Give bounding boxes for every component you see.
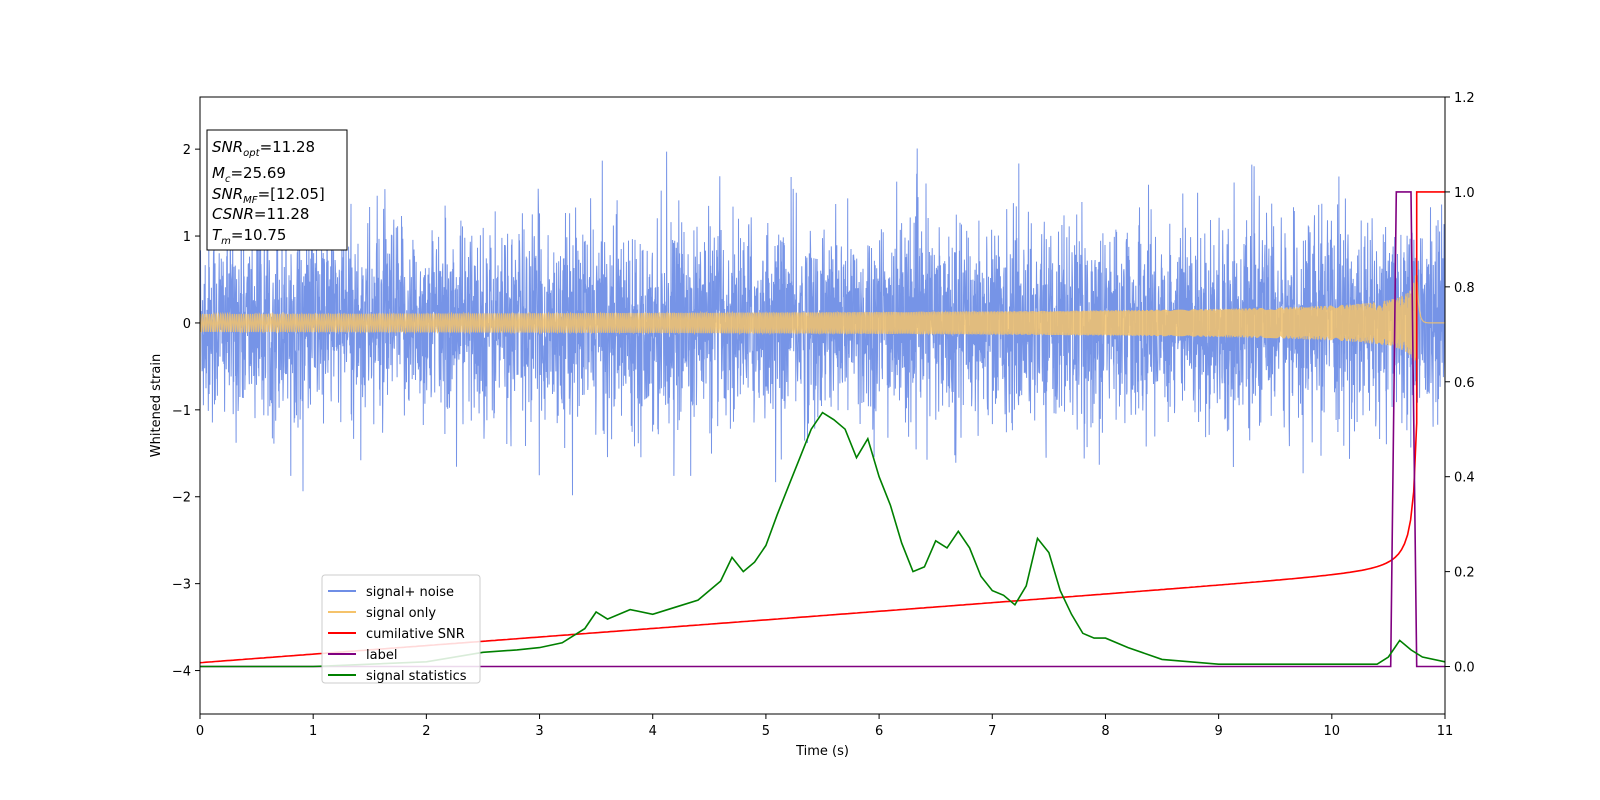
x-axis: 0 1 2 3 4 5 6 7 8 9 10 11 [196,714,1453,739]
x-tick-label: 0 [196,724,204,739]
stat-line: SNRMF=[12.05] [212,185,325,206]
legend-entry: cumilative SNR [366,627,465,642]
y-tick-label: 0 [183,317,191,332]
y2-tick-label: 0.2 [1454,566,1475,581]
legend-entry: label [366,648,397,663]
y-tick-label: −2 [172,491,191,506]
y-tick-label: −3 [172,578,191,593]
y-tick-label: −1 [172,404,191,419]
series-signal-statistics [200,411,1445,668]
x-tick-label: 1 [309,724,317,739]
legend-frame [321,574,481,684]
stat-line: Tm=10.75 [212,226,286,247]
series-signal-only [200,275,1445,362]
y2-tick-label: 1.2 [1454,91,1475,106]
stat-line: CSNR=11.28 [212,205,309,223]
stats-box-frame [206,129,348,251]
y-tick-label: 1 [183,230,191,245]
y-axis-right: 1.2 1.0 0.8 0.6 0.4 0.2 0.0 [1445,91,1475,676]
series-signal-noise [200,144,1445,496]
legend: signal+ noise signal only cumilative SNR la… [321,574,481,684]
y2-tick-label: 0.8 [1454,281,1475,296]
x-tick-label: 7 [988,724,996,739]
x-axis-label: Time (s) [795,744,849,759]
legend-entry: signal statistics [366,669,467,684]
x-tick-label: 9 [1214,724,1222,739]
x-tick-label: 5 [762,724,770,739]
y-axis-label: Whitened strain [149,354,164,457]
y2-tick-label: 0.6 [1454,376,1475,391]
x-tick-label: 11 [1437,724,1454,739]
plot-frame [199,96,1446,715]
x-tick-label: 10 [1324,724,1341,739]
x-tick-label: 8 [1101,724,1109,739]
x-tick-label: 6 [875,724,883,739]
stats-box: SNRopt=11.28 Mc=25.69SNRMF=[12.05]CSNR=11… [206,129,348,251]
x-tick-label: 4 [649,724,657,739]
x-tick-label: 3 [535,724,543,739]
stat-line: SNRopt=11.28 [212,138,315,159]
y2-tick-label: 1.0 [1454,186,1475,201]
y-tick-label: −4 [172,665,191,680]
series-label [200,191,1445,668]
y-axis-left: 2 1 0 −1 −2 −3 −4 [172,143,200,680]
y2-tick-label: 0.4 [1454,471,1475,486]
stat-line: Mc=25.69 [212,164,286,185]
y2-tick-label: 0.0 [1454,661,1475,676]
legend-entry: signal only [366,606,436,621]
legend-entry: signal+ noise [366,585,454,600]
x-tick-label: 2 [422,724,430,739]
y-tick-label: 2 [183,143,191,158]
